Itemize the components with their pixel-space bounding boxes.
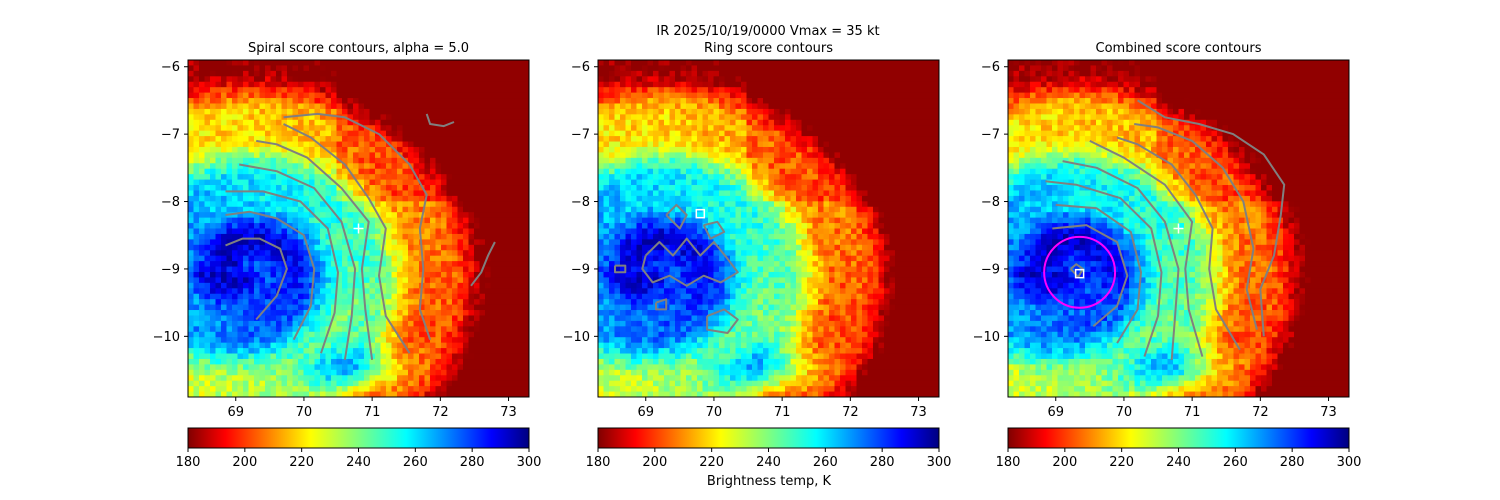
score-contour [225, 210, 316, 341]
score-contour [702, 220, 726, 240]
y-tick-label: −9 [161, 262, 180, 277]
x-tick-label: 71 [774, 405, 791, 420]
score-contour [225, 237, 288, 321]
x-tick-label: 70 [296, 405, 313, 420]
y-tick-label: −7 [571, 128, 590, 143]
score-contour [1045, 180, 1163, 357]
score-contour [1055, 203, 1142, 344]
brightness-temp-field [1008, 60, 1349, 397]
colorbar-tick-label: 220 [289, 455, 314, 470]
y-tick-label: −9 [571, 262, 590, 277]
colorbar-tick-label: 260 [1223, 455, 1248, 470]
y-tick-label: −7 [981, 128, 1000, 143]
colorbar-tick-label: 180 [176, 455, 201, 470]
x-tick-label: 73 [910, 405, 927, 420]
axes-frame [187, 59, 530, 398]
score-contour [1137, 99, 1286, 337]
score-contour [655, 298, 668, 311]
x-tick-label: 69 [227, 405, 244, 420]
x-tick-label: 73 [1320, 405, 1337, 420]
brightness-temp-field [188, 60, 529, 397]
colorbar-tick-label: 200 [232, 455, 257, 470]
colorbar-tick-label: 180 [996, 455, 1021, 470]
colorbar [597, 427, 940, 449]
score-contour [1089, 140, 1204, 357]
colorbar-tick-label: 220 [699, 455, 724, 470]
y-tick-label: −6 [571, 60, 590, 75]
x-tick-label: 69 [637, 405, 654, 420]
panel-title: Ring score contours [704, 41, 833, 56]
colorbar-tick-label: 280 [1280, 455, 1305, 470]
score-contour [665, 203, 688, 230]
score-contour [614, 264, 627, 274]
panel-ring: Ring score contours 69 70 71 72 73 −6 −7 −8 −9 −10… [563, 41, 952, 470]
y-tick-label: −10 [973, 330, 1000, 345]
axes-frame [1007, 59, 1350, 398]
score-contour [470, 241, 496, 287]
colorbar-tick-label: 240 [346, 455, 371, 470]
colorbar [1007, 427, 1350, 449]
x-tick-label: 69 [1047, 405, 1064, 420]
colorbar-tick-label: 240 [756, 455, 781, 470]
score-contour [239, 163, 357, 361]
x-tick-label: 70 [1116, 405, 1133, 420]
score-contour [641, 237, 739, 287]
y-tick-label: −10 [153, 330, 180, 345]
colorbar-tick-label: 260 [403, 455, 428, 470]
score-contour [283, 123, 411, 354]
center-square-marker [695, 208, 706, 219]
center-plus-marker [353, 223, 364, 234]
colorbar-tick-label: 280 [870, 455, 895, 470]
x-tick-label: 70 [706, 405, 723, 420]
score-contour [225, 190, 339, 354]
score-contour [1062, 160, 1180, 360]
panel-spiral: Spiral score contours, alpha = 5.0 69 70 71… [153, 41, 542, 470]
colorbar-tick-label: 260 [813, 455, 838, 470]
y-tick-label: −8 [571, 195, 590, 210]
panel-combined: Combined score contours 69 70 71 72 73 −6 −7 −8 −… [973, 41, 1362, 470]
score-contour [1116, 136, 1241, 351]
y-tick-label: −8 [981, 195, 1000, 210]
score-contour [256, 139, 374, 361]
y-tick-label: −9 [981, 262, 1000, 277]
x-tick-label: 73 [500, 405, 517, 420]
colorbar-tick-label: 300 [927, 455, 952, 470]
score-contour [706, 308, 739, 334]
score-contour [425, 113, 455, 128]
colorbar [187, 427, 530, 449]
center-square-marker [1074, 268, 1085, 279]
panel-title: Combined score contours [1096, 41, 1262, 56]
center-plus-marker [1173, 223, 1184, 234]
brightness-temp-field [598, 60, 939, 397]
panel-title: Spiral score contours, alpha = 5.0 [248, 41, 469, 56]
y-tick-label: −7 [161, 128, 180, 143]
x-tick-label: 71 [364, 405, 381, 420]
y-tick-label: −8 [161, 195, 180, 210]
colorbar-label: Brightness temp, K [707, 474, 832, 489]
y-tick-label: −6 [981, 60, 1000, 75]
colorbar-tick-label: 180 [586, 455, 611, 470]
center-ring [1043, 235, 1117, 309]
colorbar-tick-label: 240 [1166, 455, 1191, 470]
x-tick-label: 72 [842, 405, 859, 420]
y-tick-label: −6 [161, 60, 180, 75]
score-contour [1134, 123, 1258, 330]
colorbar-tick-label: 200 [1052, 455, 1077, 470]
x-tick-label: 72 [432, 405, 449, 420]
colorbar-tick-label: 280 [460, 455, 485, 470]
colorbar-tick-label: 300 [517, 455, 542, 470]
figure-suptitle: IR 2025/10/19/0000 Vmax = 35 kt [656, 24, 879, 39]
axes-frame [597, 59, 940, 398]
score-contour [1052, 224, 1129, 327]
score-contour [283, 112, 432, 341]
y-tick-label: −10 [563, 330, 590, 345]
x-tick-label: 72 [1252, 405, 1269, 420]
colorbar-tick-label: 300 [1337, 455, 1362, 470]
colorbar-tick-label: 200 [642, 455, 667, 470]
colorbar-tick-label: 220 [1109, 455, 1134, 470]
x-tick-label: 71 [1184, 405, 1201, 420]
